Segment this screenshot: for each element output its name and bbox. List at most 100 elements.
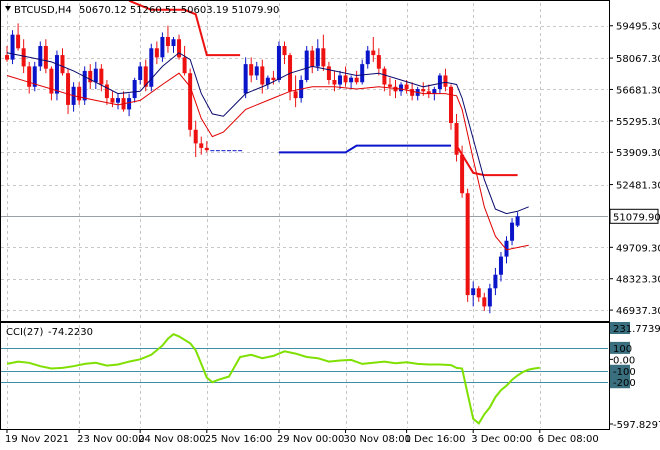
cci-indicator-value: -74.2230	[48, 327, 93, 338]
x-tick-label: 29 Nov 00:00	[277, 434, 344, 445]
cci-line	[6, 333, 540, 425]
cci-y-tick-label: 0.00	[613, 355, 635, 366]
candle-body	[193, 129, 198, 144]
candle-body	[249, 64, 254, 76]
candle-body	[27, 66, 32, 87]
level-line	[278, 144, 451, 154]
cci-panel-frame	[0, 322, 610, 430]
candle-body	[387, 84, 392, 87]
axes	[0, 0, 613, 433]
x-tick-label: 23 Nov 00:00	[77, 434, 144, 445]
candle-body	[149, 48, 154, 87]
candle-body	[332, 79, 337, 85]
candle-body	[443, 75, 448, 87]
candle-body	[382, 68, 387, 85]
candle-body	[88, 70, 93, 83]
candle-body	[5, 55, 9, 60]
candle-body	[138, 66, 143, 80]
y-tick-label: 59495.30	[616, 22, 660, 33]
candle-body	[16, 34, 21, 49]
candle-body	[293, 91, 298, 99]
y-tick-label: 53909.30	[616, 148, 660, 159]
candle-body	[110, 98, 115, 103]
candle-body	[77, 86, 82, 101]
candle-body	[471, 288, 476, 296]
candle-body	[227, 150, 231, 152]
candle-body	[165, 36, 170, 47]
candle-body	[49, 68, 54, 94]
y-tick-label: 58067.30	[616, 54, 660, 65]
candle-body	[315, 48, 320, 67]
candle-body	[204, 147, 209, 151]
candle-body	[260, 66, 265, 85]
cci-y-tick-label: 231.7739	[613, 324, 660, 335]
candle-body	[188, 73, 193, 130]
header-dropdown-icon[interactable]	[5, 6, 11, 11]
candle-body	[60, 55, 65, 74]
main-ohlc-readout: 50670.12 51260.51 50603.19 51079.90	[79, 5, 279, 16]
candle-body	[160, 36, 165, 58]
candle-body	[177, 39, 182, 58]
cci-y-tick-label: -597.8297	[613, 420, 660, 431]
x-tick-label: 24 Nov 08:00	[138, 434, 205, 445]
candle-body	[449, 86, 453, 124]
x-tick-label: 30 Nov 08:00	[344, 434, 411, 445]
candle-body	[32, 66, 37, 87]
candle-body	[426, 91, 431, 94]
x-tick-label: 19 Nov 2021	[5, 434, 69, 445]
candle-body	[454, 123, 459, 155]
cci-y-tick-label: -100	[613, 367, 636, 378]
candle-body	[515, 216, 520, 226]
candle-body	[38, 46, 43, 67]
candle-body	[360, 64, 365, 83]
candle-body	[199, 143, 204, 148]
candle-body	[432, 89, 437, 94]
candle-body	[171, 39, 176, 47]
candle-body	[143, 66, 148, 87]
candle-body	[282, 46, 287, 56]
candle-body	[404, 84, 409, 90]
candle-body	[82, 70, 87, 101]
x-tick-label: 1 Dec 16:00	[405, 434, 466, 445]
candle-body	[410, 89, 415, 96]
cci-y-tick-label: -200	[613, 378, 636, 389]
candle-body	[132, 79, 137, 99]
candle-body	[310, 50, 315, 67]
cci-level-box	[610, 341, 630, 354]
cci-indicator-name: CCI(27)	[6, 327, 44, 338]
candle-body	[460, 154, 465, 194]
candle-body	[54, 55, 59, 94]
y-tick-label: 56681.30	[616, 85, 660, 96]
candle-body	[232, 150, 237, 152]
cci-level-box	[610, 364, 630, 377]
candle-body	[493, 274, 498, 289]
candle-body	[376, 55, 381, 69]
candle-body	[498, 256, 503, 275]
candle-body	[393, 86, 398, 92]
y-tick-label: 46937.30	[616, 306, 660, 317]
candle-body	[221, 150, 226, 152]
cci-level-box	[610, 322, 630, 334]
candle-body	[276, 46, 281, 80]
candle-body	[421, 89, 426, 92]
candle-body	[504, 240, 509, 257]
candle-body	[116, 98, 120, 103]
main-panel-frame	[0, 0, 610, 322]
candle-body	[265, 77, 270, 85]
candle-body	[510, 222, 515, 241]
level-line	[128, 0, 241, 57]
ma-slow-line	[6, 72, 529, 251]
candle-body	[66, 73, 71, 105]
candle-body	[365, 50, 370, 65]
candle-body	[10, 34, 15, 60]
axis-labels: 59495.30 58067.30 56681.30 55295.30 53909.30…	[5, 22, 660, 445]
main-symbol-title: BTCUSD,H4	[14, 5, 72, 16]
candle-body	[271, 77, 276, 80]
candle-body	[210, 150, 215, 152]
candles	[5, 23, 520, 314]
cci-panel	[1, 333, 608, 425]
candle-body	[482, 297, 487, 307]
candle-body	[238, 150, 243, 152]
cci-y-tick-label: 100	[613, 344, 632, 355]
